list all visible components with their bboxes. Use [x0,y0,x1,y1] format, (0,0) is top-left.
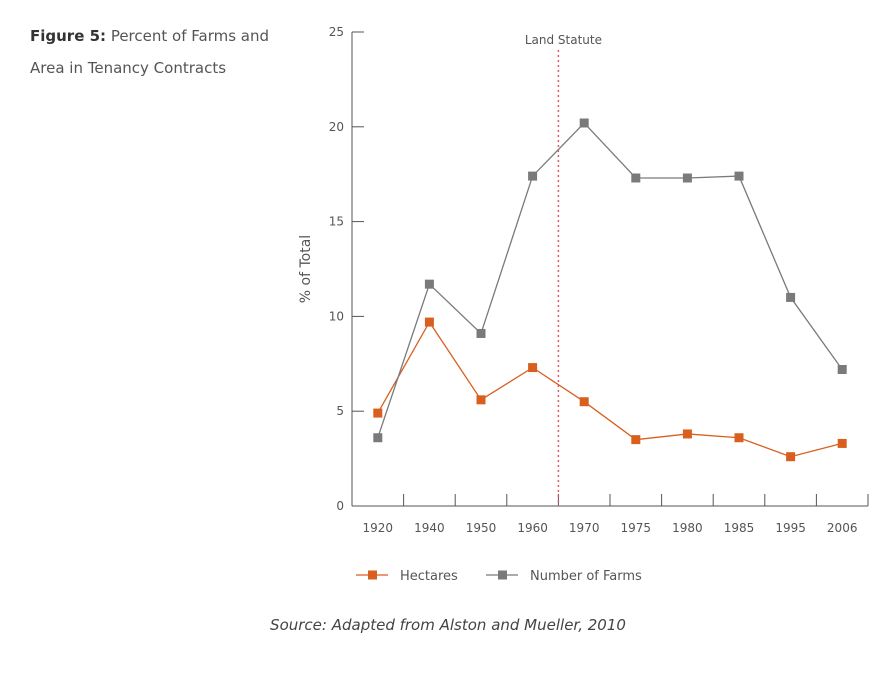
data-point-hectares [682,429,692,439]
legend-label-hectares: Hectares [400,569,458,584]
series-line-hectares [377,320,843,458]
y-axis-label: % of Total [298,235,314,303]
data-point-farms [734,171,744,181]
data-point-farms [682,173,692,183]
data-point-hectares [476,395,486,405]
data-point-hectares [579,397,589,407]
source-note: Source: Adapted from Alston and Mueller,… [270,616,626,634]
legend-marker-hectares [368,570,377,580]
x-tick-label: 1985 [724,521,755,535]
data-point-hectares [734,433,744,443]
legend-label-farms: Number of Farms [530,569,642,584]
land-statute-label: Land Statute [525,33,602,47]
data-point-farms [373,433,383,443]
data-point-hectares [528,363,538,373]
legend-marker-farms [498,570,507,580]
data-point-hectares [786,452,796,462]
x-tick-label: 1975 [621,521,652,535]
figure-label: Figure 5: [30,27,107,45]
y-tick-label: 10 [329,309,344,323]
y-tick-label: 0 [336,499,344,513]
data-point-farms [476,328,486,338]
x-tick-label: 1995 [775,521,806,535]
data-point-hectares [424,317,434,327]
data-point-farms [786,292,796,302]
x-tick-label: 1970 [569,521,600,535]
data-point-hectares [373,408,383,418]
y-tick-label: 5 [336,404,344,418]
data-point-farms [424,279,434,289]
x-tick-label: 1950 [466,521,497,535]
x-tick-label: 1920 [363,521,394,535]
x-tick-label: 2006 [827,521,858,535]
x-tick-label: 1960 [517,521,548,535]
data-point-farms [528,171,538,181]
data-point-hectares [837,438,847,448]
x-tick-label: 1940 [414,521,445,535]
figure-title: Percent of Farms and Area in Tenancy Con… [30,27,270,77]
series-line-farms [377,122,843,438]
data-point-hectares [631,435,641,445]
data-point-farms [579,118,589,128]
y-tick-label: 20 [329,120,344,134]
data-point-farms [837,364,847,374]
y-tick-label: 15 [329,215,344,229]
y-tick-label: 25 [329,25,344,39]
x-tick-label: 1980 [672,521,703,535]
line-chart: 0 5 10 15 20 25 1920 1940 1950 1960 1970 1975 1980 19… [298,25,869,584]
data-point-farms [631,173,641,183]
figure-caption: Figure 5: Percent of Farms and Area in T… [30,20,270,84]
